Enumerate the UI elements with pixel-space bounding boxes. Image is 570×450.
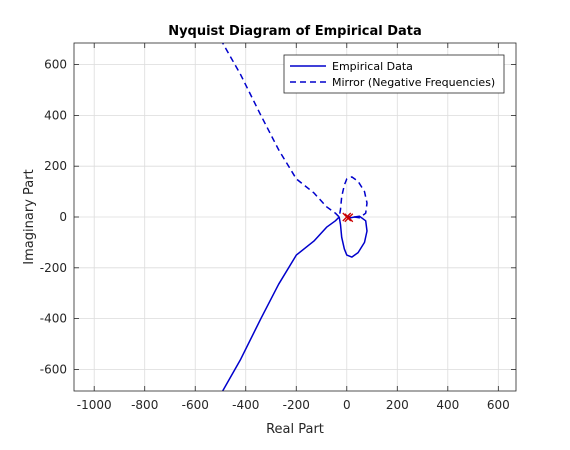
series-mirror-line <box>221 43 368 219</box>
x-tick-label: 400 <box>436 398 459 412</box>
series-empirical-data-line <box>221 215 368 391</box>
y-tick-label: 400 <box>44 108 67 122</box>
y-tick-label: -600 <box>40 362 67 376</box>
x-tick-label: -400 <box>232 398 259 412</box>
legend-entry-label: Empirical Data <box>332 60 413 73</box>
y-tick-label: 0 <box>59 210 67 224</box>
x-tick-label: -800 <box>131 398 158 412</box>
y-tick-label: 200 <box>44 159 67 173</box>
y-tick-label: 600 <box>44 58 67 72</box>
x-tick-label: -1000 <box>77 398 112 412</box>
legend: Empirical Data Mirror (Negative Frequenci… <box>283 54 505 94</box>
y-axis-label: Imaginary Part <box>22 169 37 264</box>
x-tick-label: 0 <box>343 398 351 412</box>
legend-box <box>283 54 505 94</box>
x-marker <box>344 213 354 223</box>
x-axis-label: Real Part <box>266 422 324 437</box>
x-tick-label: -200 <box>283 398 310 412</box>
axis-ticks: -1000 -800 -600 -400 -200 0 200 400 600 -600 -400 -… <box>40 43 516 412</box>
x-tick-label: 200 <box>386 398 409 412</box>
legend-entry-label: Mirror (Negative Frequencies) <box>332 76 495 89</box>
grid <box>74 43 516 391</box>
marker-layer <box>342 212 354 223</box>
chart-title: Nyquist Diagram of Empirical Data <box>168 24 422 39</box>
y-tick-label: -400 <box>40 312 67 326</box>
x-marker <box>342 212 352 222</box>
x-tick-label: -600 <box>182 398 209 412</box>
series-layer <box>221 43 368 391</box>
y-tick-label: -200 <box>40 261 67 275</box>
x-tick-label: 600 <box>487 398 510 412</box>
